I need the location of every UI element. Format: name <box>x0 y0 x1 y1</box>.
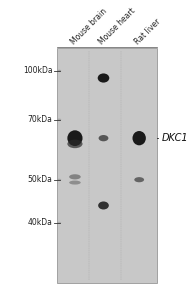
Text: 50kDa: 50kDa <box>28 175 53 184</box>
Ellipse shape <box>57 118 61 121</box>
Ellipse shape <box>57 222 61 224</box>
Ellipse shape <box>98 74 109 82</box>
Ellipse shape <box>69 181 81 184</box>
Text: 40kDa: 40kDa <box>28 218 53 227</box>
Ellipse shape <box>133 131 146 145</box>
Text: 70kDa: 70kDa <box>28 115 53 124</box>
Ellipse shape <box>134 177 144 182</box>
Ellipse shape <box>99 135 108 141</box>
Text: 100kDa: 100kDa <box>23 66 53 75</box>
Ellipse shape <box>57 70 61 72</box>
Text: DKC1: DKC1 <box>161 133 188 143</box>
Ellipse shape <box>67 140 83 148</box>
Ellipse shape <box>69 174 81 179</box>
Ellipse shape <box>67 130 83 146</box>
Ellipse shape <box>57 179 61 181</box>
Text: Mouse heart: Mouse heart <box>97 6 137 46</box>
Text: Mouse brain: Mouse brain <box>69 7 108 46</box>
Ellipse shape <box>98 202 109 209</box>
FancyBboxPatch shape <box>57 48 157 283</box>
Text: Rat liver: Rat liver <box>133 17 162 46</box>
